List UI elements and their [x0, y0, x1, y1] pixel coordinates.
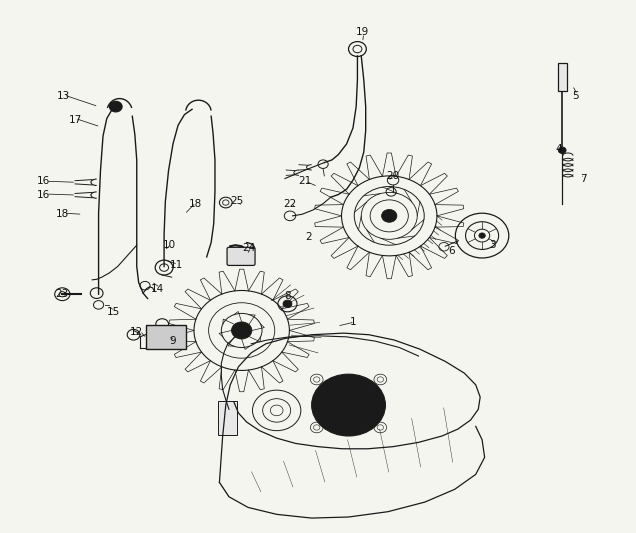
Text: 12: 12: [130, 327, 143, 336]
Text: 23: 23: [56, 289, 69, 299]
Text: 8: 8: [284, 291, 291, 301]
Text: 18: 18: [56, 209, 69, 219]
Circle shape: [558, 147, 566, 154]
FancyBboxPatch shape: [218, 401, 237, 435]
Text: 17: 17: [69, 115, 81, 125]
Circle shape: [109, 101, 122, 112]
Text: 19: 19: [356, 27, 369, 37]
Circle shape: [283, 300, 292, 308]
Text: 18: 18: [190, 199, 202, 208]
Text: 5: 5: [572, 91, 579, 101]
Text: 25: 25: [230, 197, 243, 206]
Circle shape: [479, 233, 485, 238]
Text: 16: 16: [37, 190, 50, 199]
Text: 7: 7: [581, 174, 587, 183]
Text: 11: 11: [170, 261, 183, 270]
Text: 2: 2: [305, 232, 312, 242]
Text: 3: 3: [490, 240, 496, 250]
Text: 16: 16: [37, 176, 50, 186]
Text: 22: 22: [283, 199, 296, 208]
Text: 4: 4: [555, 144, 562, 154]
Text: 14: 14: [151, 284, 164, 294]
Circle shape: [312, 374, 385, 436]
Circle shape: [382, 209, 397, 222]
Text: 15: 15: [107, 307, 120, 317]
Text: 1: 1: [350, 318, 356, 327]
Circle shape: [232, 322, 252, 339]
FancyBboxPatch shape: [227, 247, 255, 265]
Text: 6: 6: [448, 246, 455, 255]
FancyBboxPatch shape: [558, 63, 567, 91]
Text: 10: 10: [163, 240, 176, 250]
Text: 21: 21: [299, 176, 312, 186]
FancyBboxPatch shape: [146, 325, 186, 349]
Text: 24: 24: [243, 243, 256, 253]
Text: 13: 13: [57, 91, 70, 101]
Circle shape: [342, 400, 355, 410]
Text: 20: 20: [387, 171, 399, 181]
Text: 9: 9: [170, 336, 176, 346]
